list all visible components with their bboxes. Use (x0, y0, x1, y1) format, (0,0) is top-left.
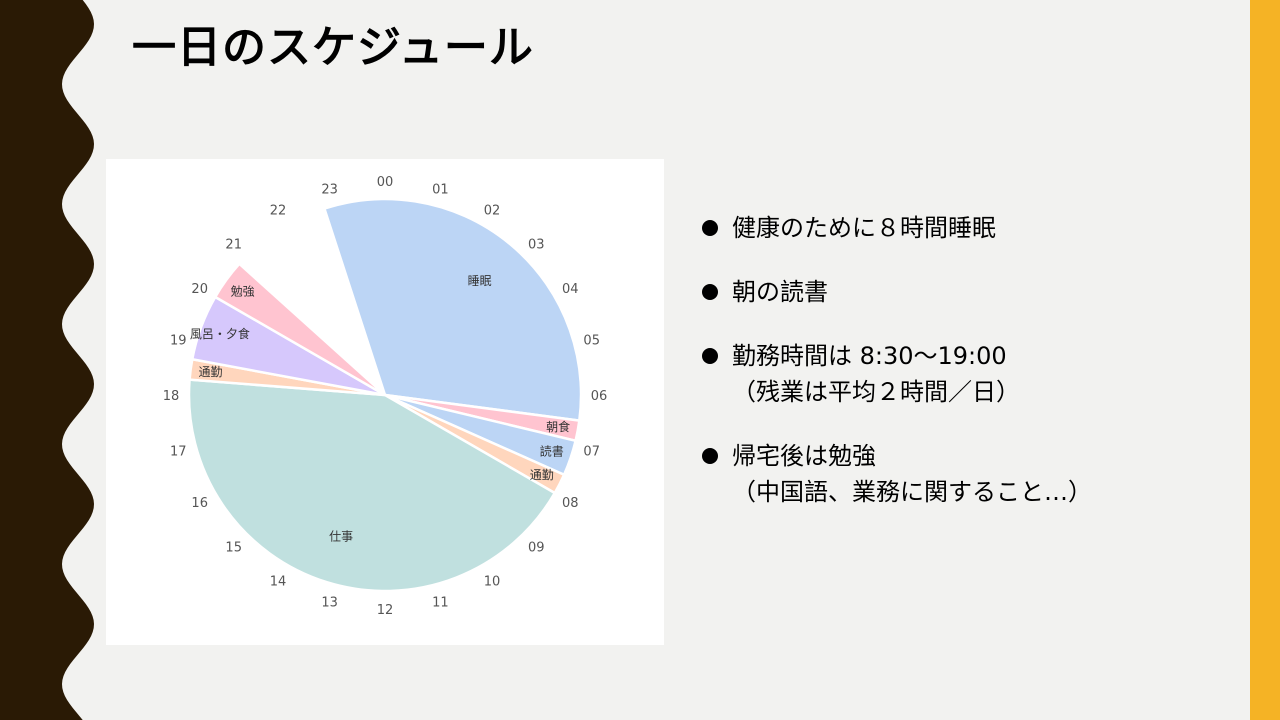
pie-slice-label: 読書 (540, 444, 564, 459)
hour-tick-label: 13 (321, 596, 338, 611)
pie-slice (213, 262, 386, 397)
hour-tick-label: 10 (484, 574, 501, 589)
pie-slice-label: 朝食 (546, 419, 570, 434)
hour-tick-label: 07 (583, 444, 600, 459)
schedule-bullet-list: 健康のために８時間睡眠 朝の読書勤務時間は 8:30～19:00 （残業は平均２時間… (702, 210, 1222, 538)
bullet-text: （残業は平均２時間／日） (732, 378, 1020, 406)
pie-slice-label: 仕事 (329, 529, 353, 543)
bullet-item: 朝の読書 (702, 274, 1222, 310)
hour-tick-label: 05 (583, 334, 600, 349)
bullet-text: 帰宅後は勉強 (732, 442, 876, 470)
bullet-dot-icon (702, 284, 718, 300)
slide-title: 一日のスケジュール (132, 22, 534, 73)
hour-tick-label: 01 (432, 182, 449, 197)
hour-tick-label: 11 (432, 596, 449, 611)
hour-tick-label: 18 (163, 389, 180, 404)
bullet-text: （中国語、業務に関すること…） (732, 478, 1092, 506)
hour-tick-label: 12 (377, 603, 394, 618)
bullet-item: 帰宅後は勉強 （中国語、業務に関すること…） (702, 438, 1222, 510)
bullet-item: 健康のために８時間睡眠 (702, 210, 1222, 246)
left-wave-band (0, 0, 94, 720)
hour-tick-label: 09 (528, 540, 545, 555)
pie-slice-label: 勉強 (231, 285, 255, 299)
hour-tick-label: 04 (562, 282, 579, 297)
pie-slice-label: 通勤 (530, 468, 554, 482)
pie-slice-label: 睡眠 (468, 274, 492, 288)
hour-tick-label: 22 (270, 204, 287, 219)
hour-tick-label: 16 (191, 496, 208, 511)
hour-tick-label: 08 (562, 496, 579, 511)
bullet-dot-icon (702, 448, 718, 464)
hour-tick-label: 23 (321, 182, 338, 197)
hour-tick-label: 03 (528, 238, 545, 253)
bullet-item: 勤務時間は 8:30～19:00 （残業は平均２時間／日） (702, 338, 1222, 410)
bullet-text: 朝の読書 (732, 278, 828, 306)
bullet-text: 勤務時間は 8:30～19:00 (732, 342, 1007, 370)
hour-tick-label: 17 (170, 444, 187, 459)
hour-tick-label: 06 (591, 389, 608, 404)
pie-slice-label: 通勤 (198, 365, 222, 379)
hour-tick-label: 19 (170, 334, 187, 349)
hour-tick-label: 02 (484, 204, 501, 219)
hour-tick-label: 14 (270, 574, 287, 589)
bullet-text: 健康のために８時間睡眠 (732, 214, 996, 242)
pie-slice-label: 風呂・夕食 (190, 326, 250, 341)
hour-tick-label: 21 (225, 238, 242, 253)
bullet-dot-icon (702, 220, 718, 236)
pie-slice (322, 197, 583, 422)
hour-tick-label: 00 (377, 175, 394, 190)
hour-tick-label: 20 (191, 282, 208, 297)
bullet-dot-icon (702, 348, 718, 364)
chart-panel: 睡眠 朝食 読書 通勤 仕事 通勤 風呂・夕食 勉強 00 01 02 03 04 05 06 07 08 09… (106, 159, 664, 645)
pie-slice (187, 378, 557, 593)
right-accent-band (1250, 0, 1280, 720)
hour-tick-label: 15 (225, 540, 242, 555)
